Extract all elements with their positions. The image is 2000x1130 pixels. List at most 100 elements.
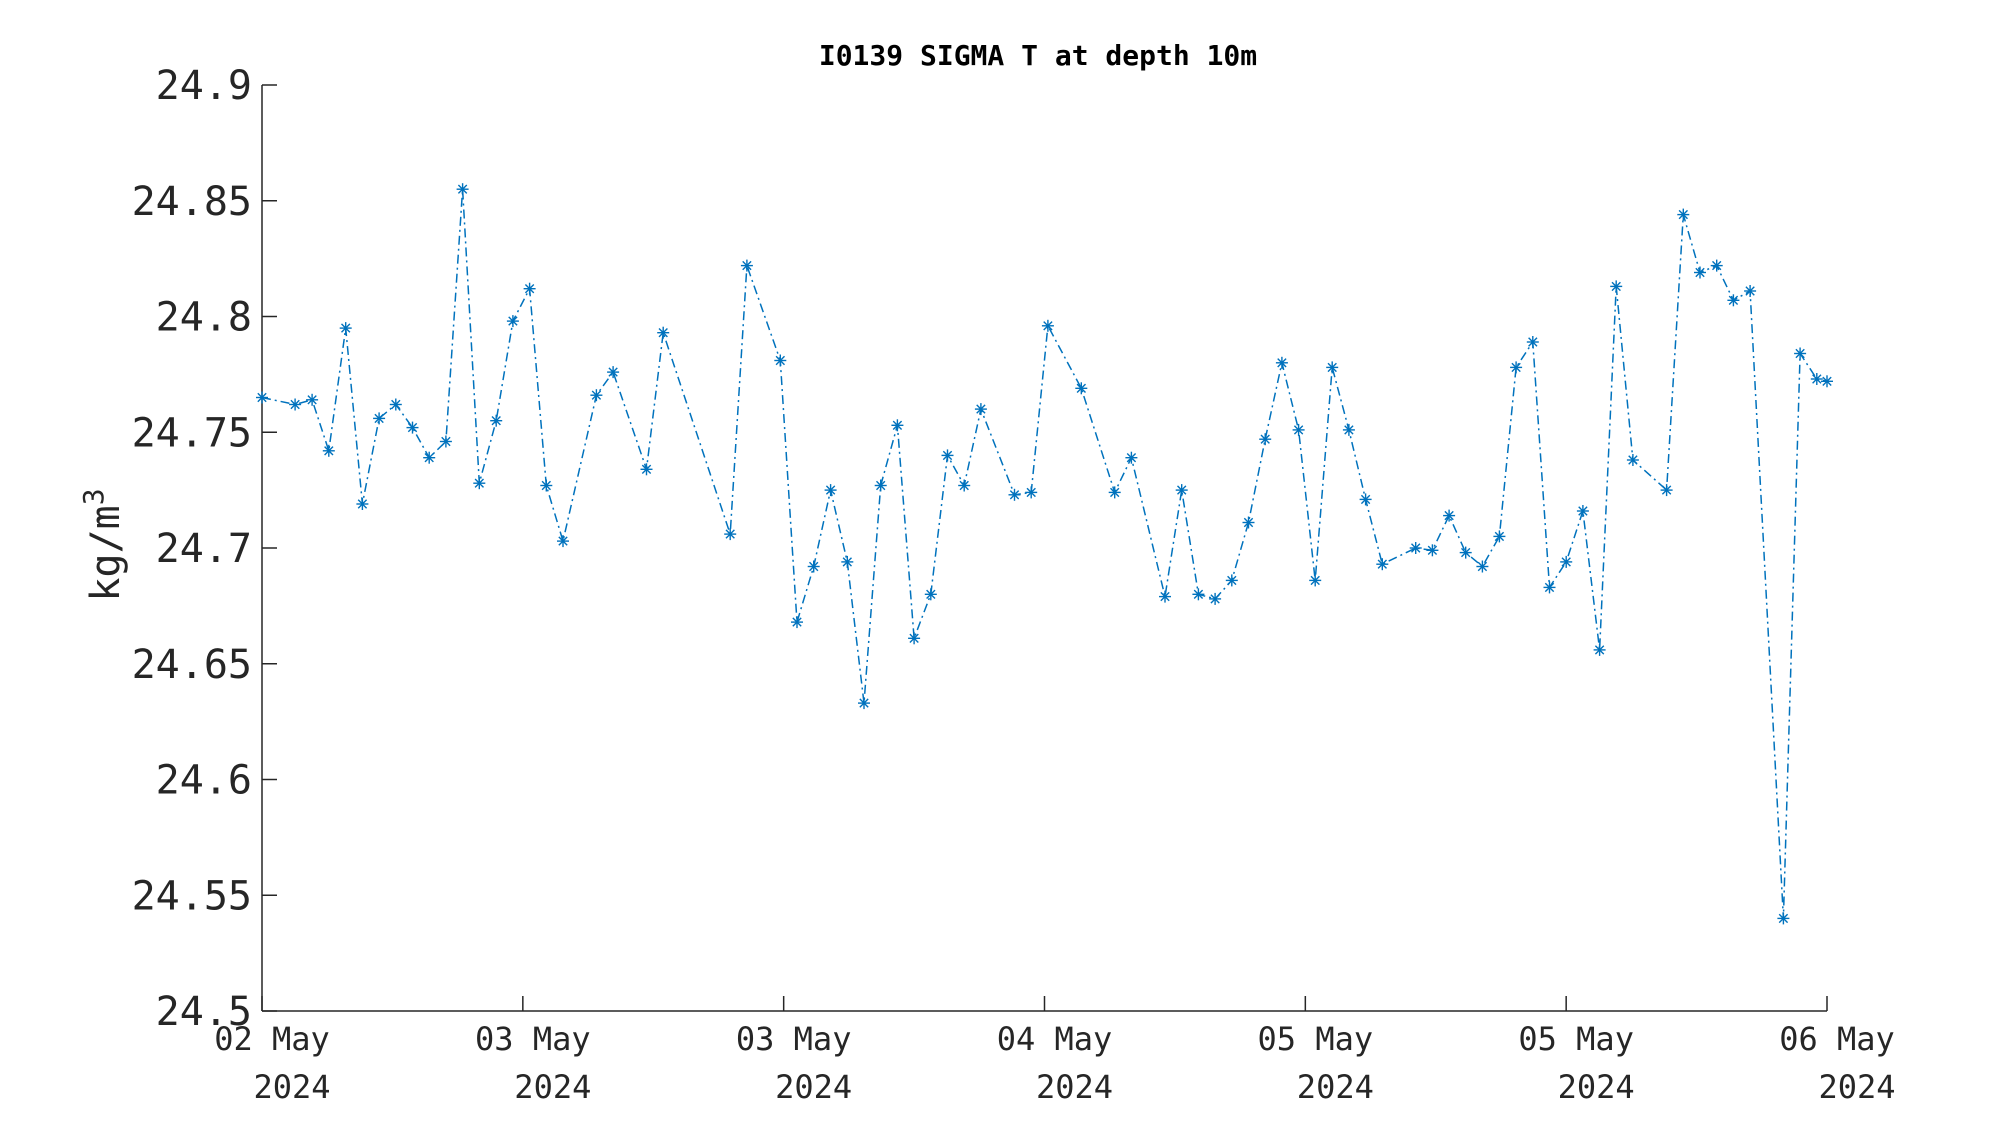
data-point-marker xyxy=(1108,486,1121,499)
x-tick-label-date: 06 May xyxy=(1779,1020,1895,1058)
y-ticks: 24.5 24.55 24.6 24.65 24.7 24.75 24.8 24.85 24.9 xyxy=(132,63,277,1035)
x-tick-label-date: 02 May xyxy=(214,1020,330,1058)
data-point-marker xyxy=(373,412,386,425)
data-point-marker xyxy=(1275,356,1288,369)
y-tick-label: 24.6 xyxy=(156,758,252,804)
data-point-marker xyxy=(807,560,820,573)
x-tick-label-date: 03 May xyxy=(736,1020,852,1058)
data-point-marker xyxy=(1242,516,1255,529)
data-point-marker xyxy=(607,366,620,379)
svg-text:kg/m3: kg/m3 xyxy=(77,488,129,601)
data-point-marker xyxy=(1560,555,1573,568)
y-tick-label: 24.85 xyxy=(132,179,252,225)
data-point-marker xyxy=(1576,505,1589,517)
data-point-marker xyxy=(356,498,369,510)
data-point-marker xyxy=(1694,266,1706,279)
data-point-marker xyxy=(1309,574,1322,587)
data-point-marker xyxy=(439,435,452,448)
y-tick-label: 24.75 xyxy=(132,410,252,456)
data-point-marker xyxy=(590,389,603,402)
axes xyxy=(261,85,1827,1012)
data-point-marker xyxy=(1175,484,1188,497)
data-point-marker xyxy=(1041,319,1054,332)
y-axis-label: kg/m3 xyxy=(77,488,129,601)
data-point-marker xyxy=(423,451,436,464)
x-tick-label-year: 2024 xyxy=(1818,1068,1895,1106)
data-point-marker xyxy=(1660,484,1673,497)
data-point-marker xyxy=(1821,375,1833,388)
x-tick-label-date: 03 May xyxy=(475,1020,591,1058)
data-point-marker xyxy=(540,479,553,492)
x-tick-label-year: 2024 xyxy=(514,1068,591,1106)
data-point-marker xyxy=(1443,509,1456,522)
data-point-marker xyxy=(1727,294,1740,307)
x-tick-label-year: 2024 xyxy=(775,1068,852,1106)
data-point-marker xyxy=(1593,643,1606,656)
series-line xyxy=(261,189,1828,919)
data-point-marker xyxy=(874,479,887,492)
data-point-marker xyxy=(1710,259,1723,272)
data-point-marker xyxy=(322,444,335,457)
data-point-marker xyxy=(774,354,787,367)
data-point-marker xyxy=(640,463,653,476)
y-tick-label: 24.7 xyxy=(156,526,252,572)
data-point-marker xyxy=(891,419,904,432)
data-point-marker xyxy=(1025,486,1038,499)
data-point-marker xyxy=(1543,581,1556,594)
data-point-marker xyxy=(1008,488,1021,501)
data-point-marker xyxy=(1777,912,1790,925)
data-point-marker xyxy=(1192,588,1205,601)
data-point-marker xyxy=(1359,493,1372,506)
x-tick-label-year: 2024 xyxy=(1297,1068,1374,1106)
x-tick-label-year: 2024 xyxy=(1558,1068,1635,1106)
data-point-marker xyxy=(1409,542,1422,554)
data-point-marker xyxy=(941,449,954,462)
data-point-marker xyxy=(1677,208,1690,221)
data-point-marker xyxy=(824,484,837,497)
data-point-marker xyxy=(1326,361,1339,374)
data-point-marker xyxy=(1259,433,1272,446)
data-point-marker xyxy=(306,393,319,406)
data-point-marker xyxy=(1626,454,1639,466)
data-point-marker xyxy=(406,421,419,434)
y-axis-label-superscript: 3 xyxy=(77,488,110,505)
data-point-marker xyxy=(1744,285,1757,297)
x-ticks: 02 May 2024 03 May 2024 03 May 2024 04 May 2024… xyxy=(214,996,1896,1106)
data-point-marker xyxy=(456,183,469,196)
y-tick-label: 24.8 xyxy=(156,295,252,341)
data-point-marker xyxy=(1209,592,1222,605)
x-tick-label-year: 2024 xyxy=(253,1068,330,1106)
data-point-marker xyxy=(958,479,971,492)
x-tick-label-date: 05 May xyxy=(1518,1020,1634,1058)
data-point-marker xyxy=(908,632,921,645)
data-point-marker xyxy=(791,616,803,629)
chart-title: I0139 SIGMA T at depth 10m xyxy=(819,39,1257,72)
data-point-marker xyxy=(1526,336,1539,348)
data-point-marker xyxy=(1376,558,1389,571)
x-tick-label-date: 05 May xyxy=(1258,1020,1374,1058)
data-point-marker xyxy=(1159,590,1171,603)
data-point-marker xyxy=(1459,546,1472,559)
x-tick-label-year: 2024 xyxy=(1036,1068,1113,1106)
data-point-marker xyxy=(1476,560,1489,573)
y-tick-label: 24.9 xyxy=(156,63,252,109)
data-point-marker xyxy=(1075,382,1088,395)
data-point-marker xyxy=(289,398,302,411)
y-tick-label: 24.5 xyxy=(156,989,252,1035)
data-point-marker xyxy=(740,259,753,272)
data-point-marker xyxy=(339,322,352,335)
data-point-marker xyxy=(1610,280,1623,293)
data-point-marker xyxy=(256,391,268,404)
data-point-marker xyxy=(490,414,503,427)
data-point-marker xyxy=(841,555,854,568)
data-point-marker xyxy=(1292,423,1305,436)
data-point-marker xyxy=(1342,423,1355,436)
y-axis-label-text: kg/m xyxy=(83,505,129,601)
y-tick-label: 24.55 xyxy=(132,873,252,919)
data-point-marker xyxy=(523,282,536,295)
data-point-marker xyxy=(473,477,486,490)
data-point-marker xyxy=(1125,451,1138,464)
series-group xyxy=(256,183,1833,925)
